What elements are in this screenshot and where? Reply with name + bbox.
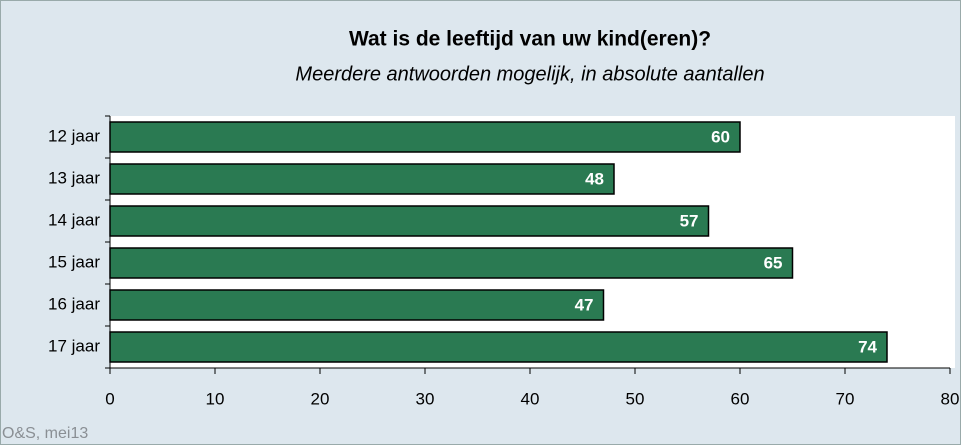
x-tick-label: 10 xyxy=(206,389,225,408)
value-label: 74 xyxy=(858,337,877,356)
y-tick-label: 14 jaar xyxy=(48,210,100,229)
bar xyxy=(109,331,888,363)
value-label: 65 xyxy=(764,253,783,272)
y-tick-label: 12 jaar xyxy=(48,126,100,145)
plot-area xyxy=(110,116,955,368)
y-tick-label: 17 jaar xyxy=(48,336,100,355)
x-tick-label: 0 xyxy=(105,389,114,408)
x-tick-label: 80 xyxy=(941,389,960,408)
x-tick-label: 20 xyxy=(311,389,330,408)
bar xyxy=(109,163,615,195)
chart-title: Wat is de leeftijd van uw kind(eren)? xyxy=(349,28,711,51)
y-tick-label: 15 jaar xyxy=(48,252,100,271)
x-tick-label: 60 xyxy=(731,389,750,408)
value-label: 57 xyxy=(680,211,699,230)
chart-subtitle: Meerdere antwoorden mogelijk, in absolut… xyxy=(295,63,764,85)
y-tick-label: 13 jaar xyxy=(48,168,100,187)
y-tick-label: 16 jaar xyxy=(48,294,100,313)
bar xyxy=(109,121,741,153)
source-note: O&S, mei13 xyxy=(2,425,88,442)
bar xyxy=(109,247,794,279)
value-label: 48 xyxy=(585,169,604,188)
x-tick-label: 30 xyxy=(416,389,435,408)
bar xyxy=(109,289,605,321)
x-tick-label: 50 xyxy=(626,389,645,408)
x-tick-label: 40 xyxy=(521,389,540,408)
value-label: 60 xyxy=(711,127,730,146)
value-label: 47 xyxy=(575,295,594,314)
bar xyxy=(109,205,710,237)
x-tick-label: 70 xyxy=(836,389,855,408)
